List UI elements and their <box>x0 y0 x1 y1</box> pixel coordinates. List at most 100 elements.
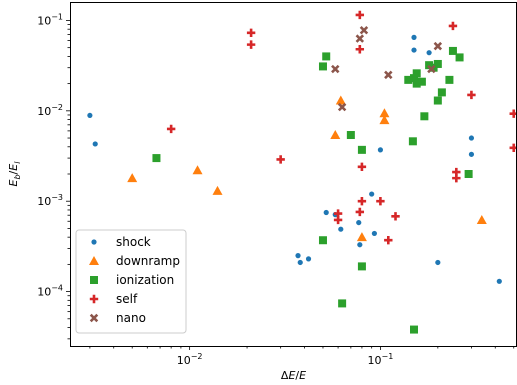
data-point-self <box>246 40 256 49</box>
data-point-downramp <box>192 165 203 175</box>
series-downramp <box>127 95 487 242</box>
data-point-ionization <box>420 112 429 121</box>
data-point-shock <box>92 141 98 147</box>
data-point-self <box>467 90 476 100</box>
data-point-downramp <box>379 115 390 125</box>
legend-item-shock: shock <box>91 235 151 249</box>
legend-box <box>75 229 187 334</box>
data-point-ionization <box>357 262 366 271</box>
legend-item-nano: nano <box>89 311 146 325</box>
data-point-ionization <box>404 75 413 84</box>
data-point-self <box>355 207 365 217</box>
data-point-ionization <box>455 53 464 62</box>
data-point-ionization <box>408 137 417 146</box>
x-tick-label: 10−2 <box>177 352 203 367</box>
data-point-nano <box>384 70 393 80</box>
legend-item-ionization: ionization <box>90 273 174 287</box>
data-point-shock <box>411 34 417 40</box>
legend-label-nano: nano <box>116 311 146 325</box>
data-point-shock <box>323 209 329 216</box>
x-tick-label: 10−1 <box>368 352 394 367</box>
y-tick-label: 10−3 <box>37 193 63 208</box>
data-point-ionization <box>346 131 355 140</box>
data-point-nano <box>359 25 369 35</box>
data-point-shock <box>338 226 344 232</box>
data-point-ionization <box>445 75 454 84</box>
data-point-ionization <box>448 46 457 55</box>
data-point-ionization <box>322 52 331 61</box>
data-point-shock <box>87 112 93 119</box>
series-nano <box>331 25 443 112</box>
legend: shock downramp ionization self nano <box>75 229 187 334</box>
data-point-shock <box>356 219 362 226</box>
data-point-nano <box>331 64 340 74</box>
series-self <box>166 10 517 245</box>
legend-item-downramp: downramp <box>89 254 180 268</box>
data-point-ionization <box>433 96 442 105</box>
data-point-downramp <box>476 214 487 224</box>
legend-label-shock: shock <box>116 235 151 249</box>
legend-marker-nano <box>89 313 99 323</box>
data-point-ionization <box>437 88 446 97</box>
data-point-downramp <box>127 173 138 183</box>
x-axis-ticks: 10−2 10−1 <box>89 346 515 367</box>
data-point-shock <box>411 47 417 53</box>
legend-item-self: self <box>89 292 138 306</box>
data-point-self <box>452 173 461 183</box>
data-point-ionization <box>357 145 366 154</box>
y-axis-label: Eb/El <box>7 161 22 187</box>
legend-label-self: self <box>116 292 138 306</box>
data-point-shock <box>426 50 432 56</box>
y-tick-label: 10−2 <box>37 103 63 118</box>
data-point-ionization <box>338 299 347 308</box>
data-point-self <box>355 45 365 54</box>
data-point-ionization <box>409 325 418 334</box>
data-point-shock <box>369 191 375 197</box>
data-point-nano <box>355 34 365 43</box>
data-point-ionization <box>412 79 421 88</box>
data-point-downramp <box>379 108 390 118</box>
data-point-ionization <box>318 236 327 245</box>
data-point-self <box>384 236 393 245</box>
data-point-self <box>357 162 367 172</box>
legend-label-ionization: ionization <box>116 273 174 287</box>
data-point-self <box>357 197 367 206</box>
data-point-shock <box>377 147 384 153</box>
legend-marker-ionization <box>90 276 98 284</box>
data-point-shock <box>468 135 475 141</box>
data-point-self <box>376 197 385 206</box>
data-point-ionization <box>409 74 418 83</box>
legend-marker-shock <box>91 239 97 245</box>
data-point-shock <box>371 230 377 237</box>
data-point-shock <box>468 151 475 157</box>
data-point-nano <box>427 64 436 74</box>
data-point-ionization <box>433 59 442 68</box>
data-point-shock <box>496 278 502 284</box>
data-point-self <box>166 124 176 134</box>
legend-marker-self <box>89 294 99 304</box>
data-point-downramp <box>212 185 223 195</box>
data-point-ionization <box>417 77 426 86</box>
data-point-shock <box>297 259 303 266</box>
data-point-shock <box>357 242 363 248</box>
data-point-nano <box>433 41 443 51</box>
data-point-ionization <box>152 154 161 163</box>
data-marks <box>87 10 517 334</box>
y-axis-ticks: 10−4 10−3 10−2 10−1 <box>37 12 70 340</box>
data-point-self <box>276 155 285 164</box>
data-point-downramp <box>356 232 367 242</box>
legend-marker-downramp <box>89 256 99 265</box>
data-point-nano <box>337 102 347 112</box>
data-point-shock <box>435 259 441 266</box>
legend-label-downramp: downramp <box>116 254 180 268</box>
data-point-shock <box>295 253 301 259</box>
data-point-shock <box>305 256 312 262</box>
y-tick-label: 10−1 <box>37 12 63 27</box>
data-point-self <box>391 212 400 221</box>
data-point-self <box>355 10 365 20</box>
y-tick-label: 10−4 <box>37 284 63 299</box>
data-point-ionization <box>464 170 473 178</box>
data-point-downramp <box>330 130 341 140</box>
data-point-self <box>448 21 458 31</box>
